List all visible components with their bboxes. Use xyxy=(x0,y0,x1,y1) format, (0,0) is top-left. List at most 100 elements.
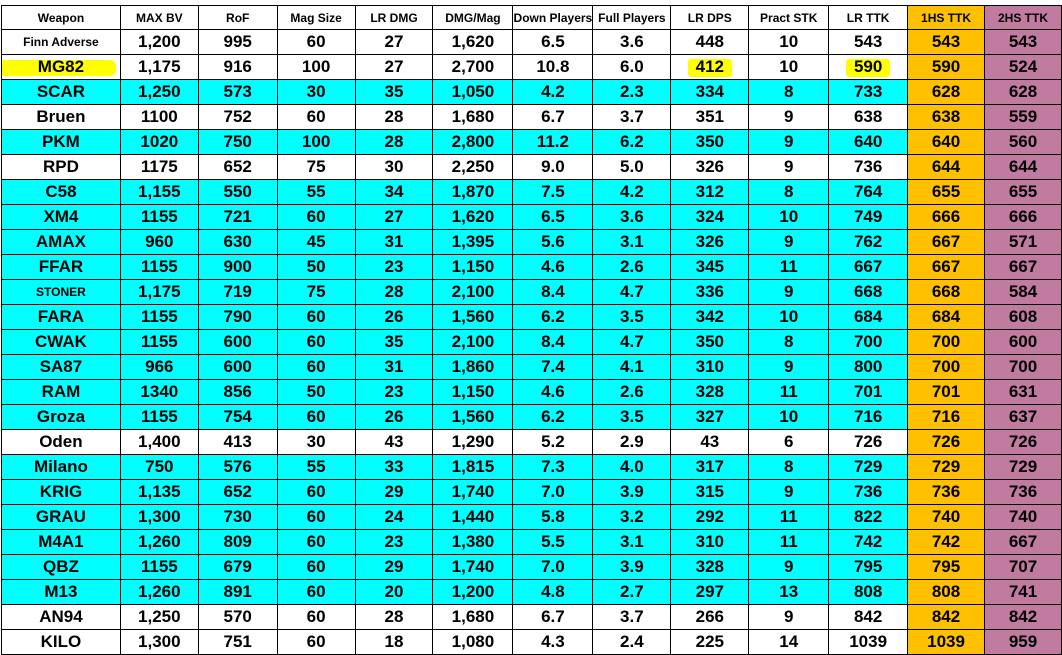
cell-2hs-ttk[interactable]: 637 xyxy=(984,404,1062,430)
cell-lr-ttk[interactable]: 762 xyxy=(828,229,909,255)
cell-lr-ttk[interactable]: 736 xyxy=(828,154,909,180)
cell-down-players[interactable]: 8.4 xyxy=(512,329,594,355)
cell-weapon[interactable]: M4A1 xyxy=(1,529,121,555)
cell-weapon[interactable]: RAM xyxy=(1,379,121,405)
cell-lr-dps[interactable]: 334 xyxy=(670,79,750,105)
cell-max-bv[interactable]: 1155 xyxy=(119,554,199,580)
cell-mag-size[interactable]: 60 xyxy=(276,604,356,630)
cell-rof[interactable]: 719 xyxy=(197,279,278,305)
cell-dmg-mag[interactable]: 1,620 xyxy=(432,204,514,230)
cell-full-players[interactable]: 3.1 xyxy=(592,229,672,255)
cell-full-players[interactable]: 3.6 xyxy=(592,29,672,55)
cell-max-bv[interactable]: 1020 xyxy=(119,129,199,155)
cell-lr-ttk[interactable]: 795 xyxy=(828,554,909,580)
cell-lr-dps[interactable]: 324 xyxy=(670,204,750,230)
cell-pract-stk[interactable]: 9 xyxy=(748,479,830,505)
cell-2hs-ttk[interactable]: 666 xyxy=(984,204,1062,230)
cell-full-players[interactable]: 2.9 xyxy=(592,429,672,455)
cell-max-bv[interactable]: 1,400 xyxy=(119,429,199,455)
header-2hs-ttk[interactable]: 2HS TTK xyxy=(984,5,1062,30)
cell-lr-dps[interactable]: 292 xyxy=(670,504,750,530)
cell-lr-dps[interactable]: 266 xyxy=(670,604,750,630)
cell-lr-dps[interactable]: 225 xyxy=(670,629,750,655)
cell-2hs-ttk[interactable]: 740 xyxy=(984,504,1062,530)
cell-full-players[interactable]: 2.7 xyxy=(592,579,672,605)
cell-mag-size[interactable]: 60 xyxy=(276,529,356,555)
cell-rof[interactable]: 916 xyxy=(197,54,278,80)
cell-mag-size[interactable]: 75 xyxy=(276,279,356,305)
cell-weapon[interactable]: AMAX xyxy=(1,229,121,255)
cell-down-players[interactable]: 6.5 xyxy=(512,29,594,55)
cell-1hs-ttk[interactable]: 543 xyxy=(907,29,985,55)
cell-pract-stk[interactable]: 9 xyxy=(748,229,830,255)
cell-dmg-mag[interactable]: 1,680 xyxy=(432,604,514,630)
cell-weapon[interactable]: Groza xyxy=(1,404,121,430)
cell-weapon[interactable]: QBZ xyxy=(1,554,121,580)
header-1hs-ttk[interactable]: 1HS TTK xyxy=(907,5,985,30)
cell-pract-stk[interactable]: 11 xyxy=(748,529,830,555)
cell-rof[interactable]: 790 xyxy=(197,304,278,330)
header-mag-size[interactable]: Mag Size xyxy=(276,5,356,30)
cell-max-bv[interactable]: 1,260 xyxy=(119,579,199,605)
cell-down-players[interactable]: 6.5 xyxy=(512,204,594,230)
cell-lr-dps[interactable]: 326 xyxy=(670,154,750,180)
cell-weapon[interactable]: Finn Adverse xyxy=(1,29,121,55)
cell-down-players[interactable]: 7.0 xyxy=(512,554,594,580)
cell-dmg-mag[interactable]: 1,050 xyxy=(432,79,514,105)
cell-pract-stk[interactable]: 10 xyxy=(748,54,830,80)
header-weapon[interactable]: Weapon xyxy=(1,5,121,30)
cell-rof[interactable]: 995 xyxy=(197,29,278,55)
cell-rof[interactable]: 573 xyxy=(197,79,278,105)
cell-dmg-mag[interactable]: 1,150 xyxy=(432,379,514,405)
cell-mag-size[interactable]: 75 xyxy=(276,154,356,180)
cell-lr-dps[interactable]: 342 xyxy=(670,304,750,330)
cell-2hs-ttk[interactable]: 644 xyxy=(984,154,1062,180)
cell-max-bv[interactable]: 1155 xyxy=(119,329,199,355)
cell-down-players[interactable]: 10.8 xyxy=(512,54,594,80)
cell-full-players[interactable]: 4.1 xyxy=(592,354,672,380)
cell-rof[interactable]: 630 xyxy=(197,229,278,255)
cell-pract-stk[interactable]: 9 xyxy=(748,129,830,155)
cell-lr-ttk[interactable]: 736 xyxy=(828,479,909,505)
cell-down-players[interactable]: 6.7 xyxy=(512,104,594,130)
cell-rof[interactable]: 600 xyxy=(197,354,278,380)
cell-max-bv[interactable]: 1,200 xyxy=(119,29,199,55)
cell-weapon[interactable]: SA87 xyxy=(1,354,121,380)
cell-down-players[interactable]: 4.8 xyxy=(512,579,594,605)
cell-pract-stk[interactable]: 11 xyxy=(748,504,830,530)
cell-lr-dmg[interactable]: 28 xyxy=(354,129,434,155)
cell-pract-stk[interactable]: 10 xyxy=(748,29,830,55)
cell-dmg-mag[interactable]: 2,100 xyxy=(432,279,514,305)
cell-down-players[interactable]: 6.7 xyxy=(512,604,594,630)
cell-2hs-ttk[interactable]: 560 xyxy=(984,129,1062,155)
header-pract-stk[interactable]: Pract STK xyxy=(748,5,830,30)
cell-lr-dps[interactable]: 448 xyxy=(670,29,750,55)
cell-lr-dps[interactable]: 317 xyxy=(670,454,750,480)
cell-mag-size[interactable]: 55 xyxy=(276,454,356,480)
cell-lr-dps[interactable]: 350 xyxy=(670,129,750,155)
cell-full-players[interactable]: 4.2 xyxy=(592,179,672,205)
cell-pract-stk[interactable]: 9 xyxy=(748,604,830,630)
cell-rof[interactable]: 652 xyxy=(197,479,278,505)
cell-max-bv[interactable]: 1155 xyxy=(119,304,199,330)
cell-lr-ttk[interactable]: 638 xyxy=(828,104,909,130)
cell-lr-ttk[interactable]: 729 xyxy=(828,454,909,480)
cell-lr-dps[interactable]: 326 xyxy=(670,229,750,255)
cell-dmg-mag[interactable]: 1,560 xyxy=(432,304,514,330)
cell-full-players[interactable]: 3.5 xyxy=(592,404,672,430)
cell-lr-dmg[interactable]: 27 xyxy=(354,54,434,80)
cell-1hs-ttk[interactable]: 729 xyxy=(907,454,985,480)
cell-down-players[interactable]: 5.8 xyxy=(512,504,594,530)
cell-1hs-ttk[interactable]: 667 xyxy=(907,229,985,255)
cell-mag-size[interactable]: 100 xyxy=(276,129,356,155)
cell-lr-dps[interactable]: 297 xyxy=(670,579,750,605)
cell-mag-size[interactable]: 55 xyxy=(276,179,356,205)
cell-2hs-ttk[interactable]: 571 xyxy=(984,229,1062,255)
cell-pract-stk[interactable]: 9 xyxy=(748,354,830,380)
cell-dmg-mag[interactable]: 1,680 xyxy=(432,104,514,130)
cell-lr-dmg[interactable]: 31 xyxy=(354,229,434,255)
cell-max-bv[interactable]: 1,135 xyxy=(119,479,199,505)
header-lr-dps[interactable]: LR DPS xyxy=(670,5,750,30)
cell-2hs-ttk[interactable]: 729 xyxy=(984,454,1062,480)
cell-down-players[interactable]: 6.2 xyxy=(512,304,594,330)
